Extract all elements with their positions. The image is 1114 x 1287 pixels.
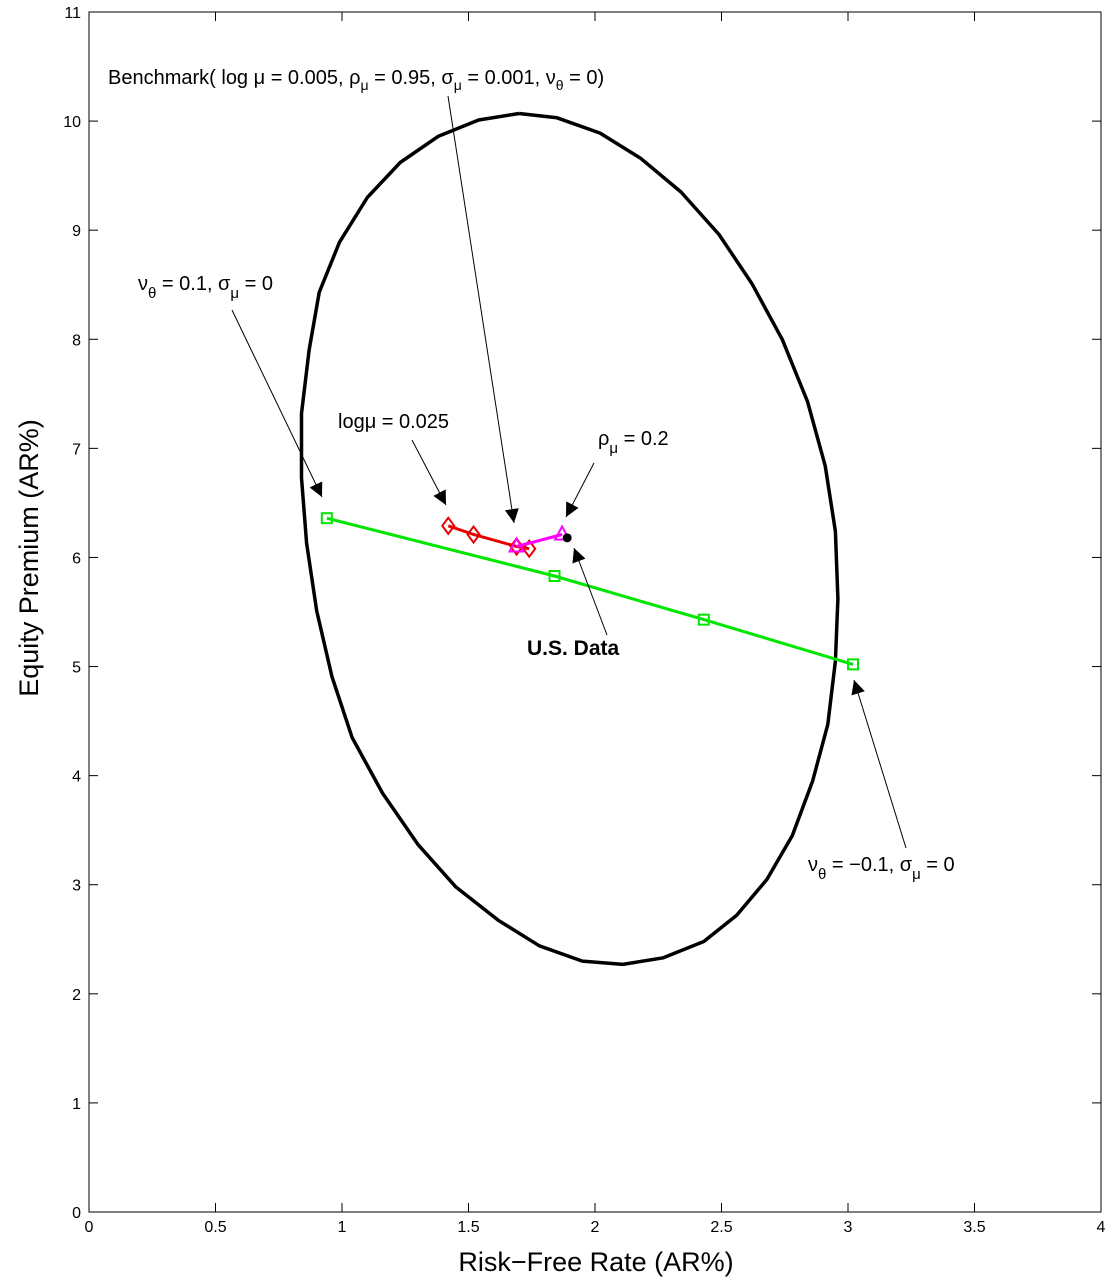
y-tick-label: 2: [72, 987, 81, 1004]
diamond-marker: [441, 516, 456, 536]
annotation-benchmark: Benchmark( log μ = 0.005, ρμ = 0.95, σμ …: [108, 67, 604, 93]
ellipse-line: [299, 111, 840, 967]
annotation-rho: ρμ = 0.2: [598, 428, 669, 457]
x-tick-label: 2.5: [710, 1219, 732, 1236]
plot-area: [88, 11, 1102, 1213]
arrow-nu-pos: [231, 309, 323, 498]
y-tick-label: 11: [64, 5, 81, 22]
plot-frame: [88, 11, 1102, 1213]
square-marker: [548, 570, 561, 582]
y-tick-label: 5: [72, 660, 81, 677]
diamond-marker: [466, 524, 481, 545]
y-axis-label: Equity Premium (AR%): [14, 419, 44, 697]
series-square: [320, 512, 860, 671]
arrow-logmu: [411, 439, 447, 506]
confidence-ellipse: [299, 111, 840, 967]
y-tick-label: 4: [72, 769, 81, 786]
x-axis-label: Risk−Free Rate (AR%): [458, 1247, 733, 1277]
square-marker: [697, 613, 710, 626]
series-line: [516, 533, 563, 548]
y-tick-label: 6: [72, 550, 81, 567]
diamond-marker: [521, 539, 537, 559]
series-diamond: [441, 516, 537, 559]
y-tick-label: 8: [72, 332, 81, 349]
square-marker: [847, 658, 860, 671]
x-tick-label: 3.5: [963, 1219, 985, 1236]
arrow-nu-neg: [851, 679, 907, 849]
y-tick-label: 10: [63, 114, 81, 131]
y-tick-label: 7: [72, 441, 81, 458]
x-tick-label: 0: [85, 1219, 94, 1236]
x-tick-label: 4: [1097, 1219, 1106, 1236]
annotation-logmu: logμ = 0.025: [338, 411, 449, 433]
arrow-benchmark: [447, 95, 519, 524]
y-tick-label: 9: [72, 223, 81, 240]
series-triangle: [507, 524, 571, 553]
x-tick-label: 2: [591, 1219, 600, 1236]
y-tick-label: 3: [72, 878, 81, 895]
arrow-us-data: [572, 547, 608, 636]
arrow-rho: [565, 462, 595, 518]
y-tick-label: 1: [72, 1096, 81, 1113]
x-tick-label: 0.5: [204, 1219, 226, 1236]
annotation-nu-pos: νθ = 0.1, σμ = 0: [138, 273, 273, 302]
square-marker: [320, 512, 333, 525]
annotation-nu-neg: νθ = −0.1, σμ = 0: [808, 854, 955, 883]
us-data-point: [562, 533, 572, 543]
x-tick-label: 1.5: [457, 1219, 479, 1236]
triangle-marker: [507, 536, 526, 553]
x-tick-label: 3: [844, 1219, 853, 1236]
x-tick-label: 1: [338, 1219, 347, 1236]
series-layer: [320, 512, 860, 671]
y-tick-label: 0: [72, 1205, 81, 1222]
annotation-us-data: U.S. Data: [527, 637, 620, 660]
axis-ticks: 0 0.5 1 1.5 2 2.5 3 3.5 4 0 1 2 3 4 5 6 7 8 9 10 11: [63, 5, 1105, 1236]
series-line: [326, 516, 854, 666]
triangle-marker: [553, 524, 571, 541]
